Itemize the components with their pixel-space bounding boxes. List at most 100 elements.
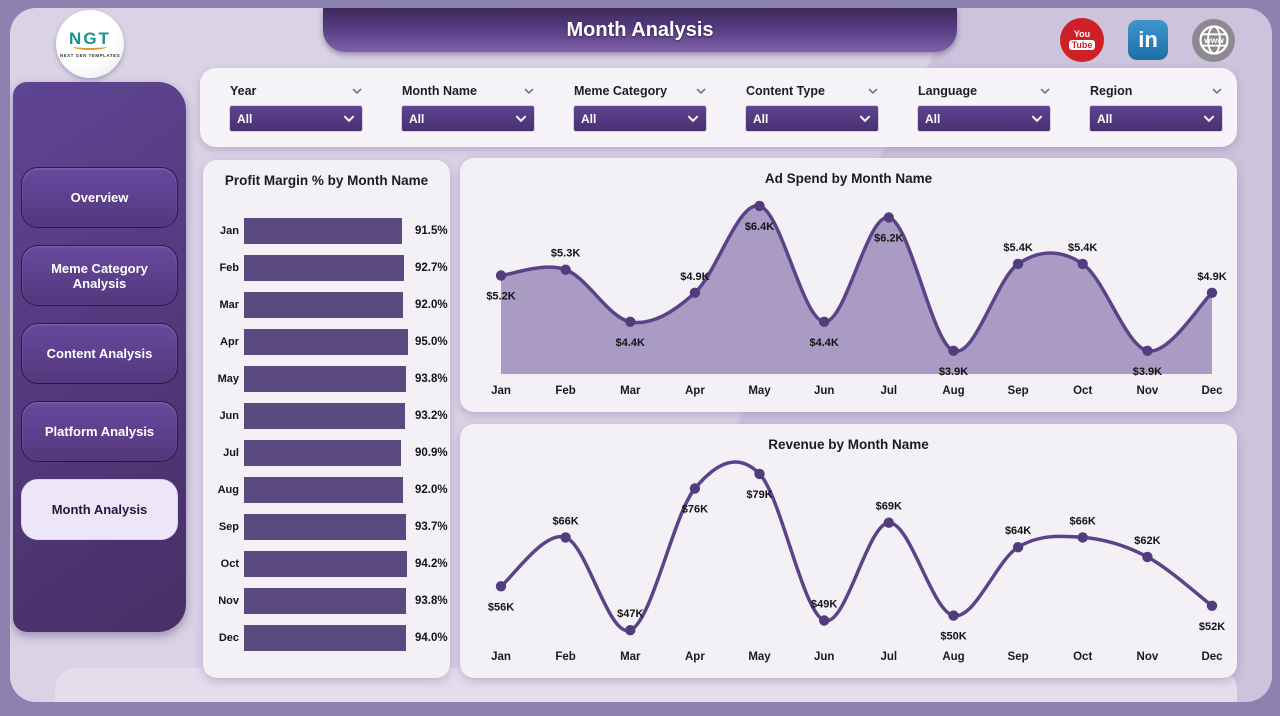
data-point-may[interactable] <box>754 200 765 212</box>
chevron-down-icon <box>352 88 362 94</box>
data-point-apr[interactable] <box>689 287 701 298</box>
x-axis-label: Sep <box>1008 385 1029 397</box>
bar-month-label: Apr <box>220 335 239 348</box>
data-label: $69K <box>876 501 902 513</box>
bar-month-label: Mar <box>219 298 239 311</box>
data-point-may[interactable] <box>754 468 765 480</box>
bar-month-label: Dec <box>218 631 239 644</box>
data-point-dec[interactable] <box>1206 287 1218 298</box>
chevron-down-icon <box>687 115 699 122</box>
meme-category-filter-dropdown[interactable]: All <box>574 106 706 131</box>
bar-value-label: 93.7% <box>415 520 448 533</box>
x-axis-label: Jan <box>491 385 511 397</box>
filter-header[interactable]: Region <box>1090 84 1222 98</box>
data-label: $50K <box>940 631 966 643</box>
data-point-feb[interactable] <box>560 532 571 543</box>
data-point-nov[interactable] <box>1142 345 1153 356</box>
data-point-jan[interactable] <box>495 581 507 592</box>
filter-header[interactable]: Language <box>918 84 1050 98</box>
website-globe-icon[interactable]: www <box>1192 18 1235 62</box>
bar[interactable] <box>244 402 405 429</box>
filter-header[interactable]: Year <box>230 84 362 98</box>
data-point-oct[interactable] <box>1077 258 1088 270</box>
bar[interactable] <box>244 365 406 392</box>
data-label: $6.4K <box>745 221 774 233</box>
filter-header[interactable]: Content Type <box>746 84 878 98</box>
filter-group-month-name: Month Name All <box>402 84 534 131</box>
filter-header[interactable]: Month Name <box>402 84 534 98</box>
chevron-down-icon <box>859 115 871 122</box>
x-axis-label: Aug <box>942 385 964 397</box>
data-label: $52K <box>1199 621 1225 633</box>
content-type-filter-dropdown[interactable]: All <box>746 106 878 131</box>
bar-month-label: Jul <box>223 446 239 459</box>
data-label: $4.4K <box>616 337 645 349</box>
bar[interactable] <box>244 476 403 503</box>
bar[interactable] <box>244 439 401 466</box>
data-label: $47K <box>617 608 643 620</box>
x-axis-label: Oct <box>1073 651 1092 663</box>
bar-value-label: 92.0% <box>415 298 448 311</box>
bar-month-label: Oct <box>220 557 239 570</box>
sidebar-item-overview[interactable]: Overview <box>21 167 178 228</box>
data-label: $62K <box>1134 535 1160 547</box>
data-point-jun[interactable] <box>819 316 830 327</box>
bar[interactable] <box>244 254 404 281</box>
x-axis-label: Apr <box>685 651 705 663</box>
filter-group-language: Language All <box>918 84 1050 131</box>
revenue-chart: $56K Jan $66K Feb $47K Mar $76K Apr $79K May $49K J… <box>488 460 1225 663</box>
data-point-jun[interactable] <box>819 615 830 626</box>
data-point-sep[interactable] <box>1012 258 1024 270</box>
bar[interactable] <box>244 291 403 318</box>
data-label: $79K <box>746 489 772 501</box>
bar[interactable] <box>244 550 407 577</box>
chevron-down-icon <box>868 88 878 94</box>
sidebar-item-meme-category-analysis[interactable]: Meme Category Analysis <box>21 245 178 306</box>
chevron-down-icon <box>1040 88 1050 94</box>
bar-month-label: Jun <box>219 409 239 422</box>
data-point-oct[interactable] <box>1077 532 1088 543</box>
data-label: $49K <box>811 599 837 611</box>
revenue-panel: $56K Jan $66K Feb $47K Mar $76K Apr $79K May $49K J… <box>460 424 1237 678</box>
bar[interactable] <box>244 217 402 244</box>
region-filter-dropdown[interactable]: All <box>1090 106 1222 131</box>
bar[interactable] <box>244 624 407 651</box>
sidebar: Overview Meme Category Analysis Content An… <box>13 82 186 632</box>
logo-swoosh-icon <box>73 43 107 50</box>
data-point-aug[interactable] <box>948 345 959 356</box>
year-filter-dropdown[interactable]: All <box>230 106 362 131</box>
language-filter-dropdown[interactable]: All <box>918 106 1050 131</box>
bar[interactable] <box>244 513 406 540</box>
data-point-sep[interactable] <box>1012 542 1024 553</box>
data-label: $6.2K <box>874 233 903 245</box>
month-name-filter-dropdown[interactable]: All <box>402 106 534 131</box>
data-point-jan[interactable] <box>495 270 507 281</box>
data-point-feb[interactable] <box>560 264 571 275</box>
bar[interactable] <box>244 587 406 614</box>
filter-header[interactable]: Meme Category <box>574 84 706 98</box>
bar-value-label: 91.5% <box>415 224 448 237</box>
sidebar-item-platform-analysis[interactable]: Platform Analysis <box>21 401 178 462</box>
bar-value-label: 93.2% <box>415 409 448 422</box>
bar-row: Jul 90.9% <box>215 434 448 471</box>
data-point-aug[interactable] <box>948 610 959 621</box>
x-axis-label: May <box>748 385 771 397</box>
data-point-apr[interactable] <box>689 483 701 494</box>
bar-row: Nov 93.8% <box>215 582 448 619</box>
bar-row: May 93.8% <box>215 360 448 397</box>
data-point-jul[interactable] <box>883 517 894 528</box>
sidebar-item-content-analysis[interactable]: Content Analysis <box>21 323 178 384</box>
data-point-mar[interactable] <box>625 625 636 636</box>
line-path <box>499 460 1214 632</box>
data-point-nov[interactable] <box>1142 551 1153 563</box>
data-point-jul[interactable] <box>883 212 894 223</box>
bar[interactable] <box>244 328 408 355</box>
sidebar-item-month-analysis[interactable]: Month Analysis <box>21 479 178 540</box>
youtube-icon[interactable]: You Tube <box>1060 18 1104 62</box>
data-point-dec[interactable] <box>1206 600 1218 611</box>
data-point-mar[interactable] <box>625 316 636 327</box>
data-label: $5.2K <box>486 291 515 303</box>
linkedin-icon[interactable]: in <box>1128 20 1168 60</box>
bar-row: Jan 91.5% <box>215 212 448 249</box>
title-banner: Month Analysis <box>323 8 957 52</box>
